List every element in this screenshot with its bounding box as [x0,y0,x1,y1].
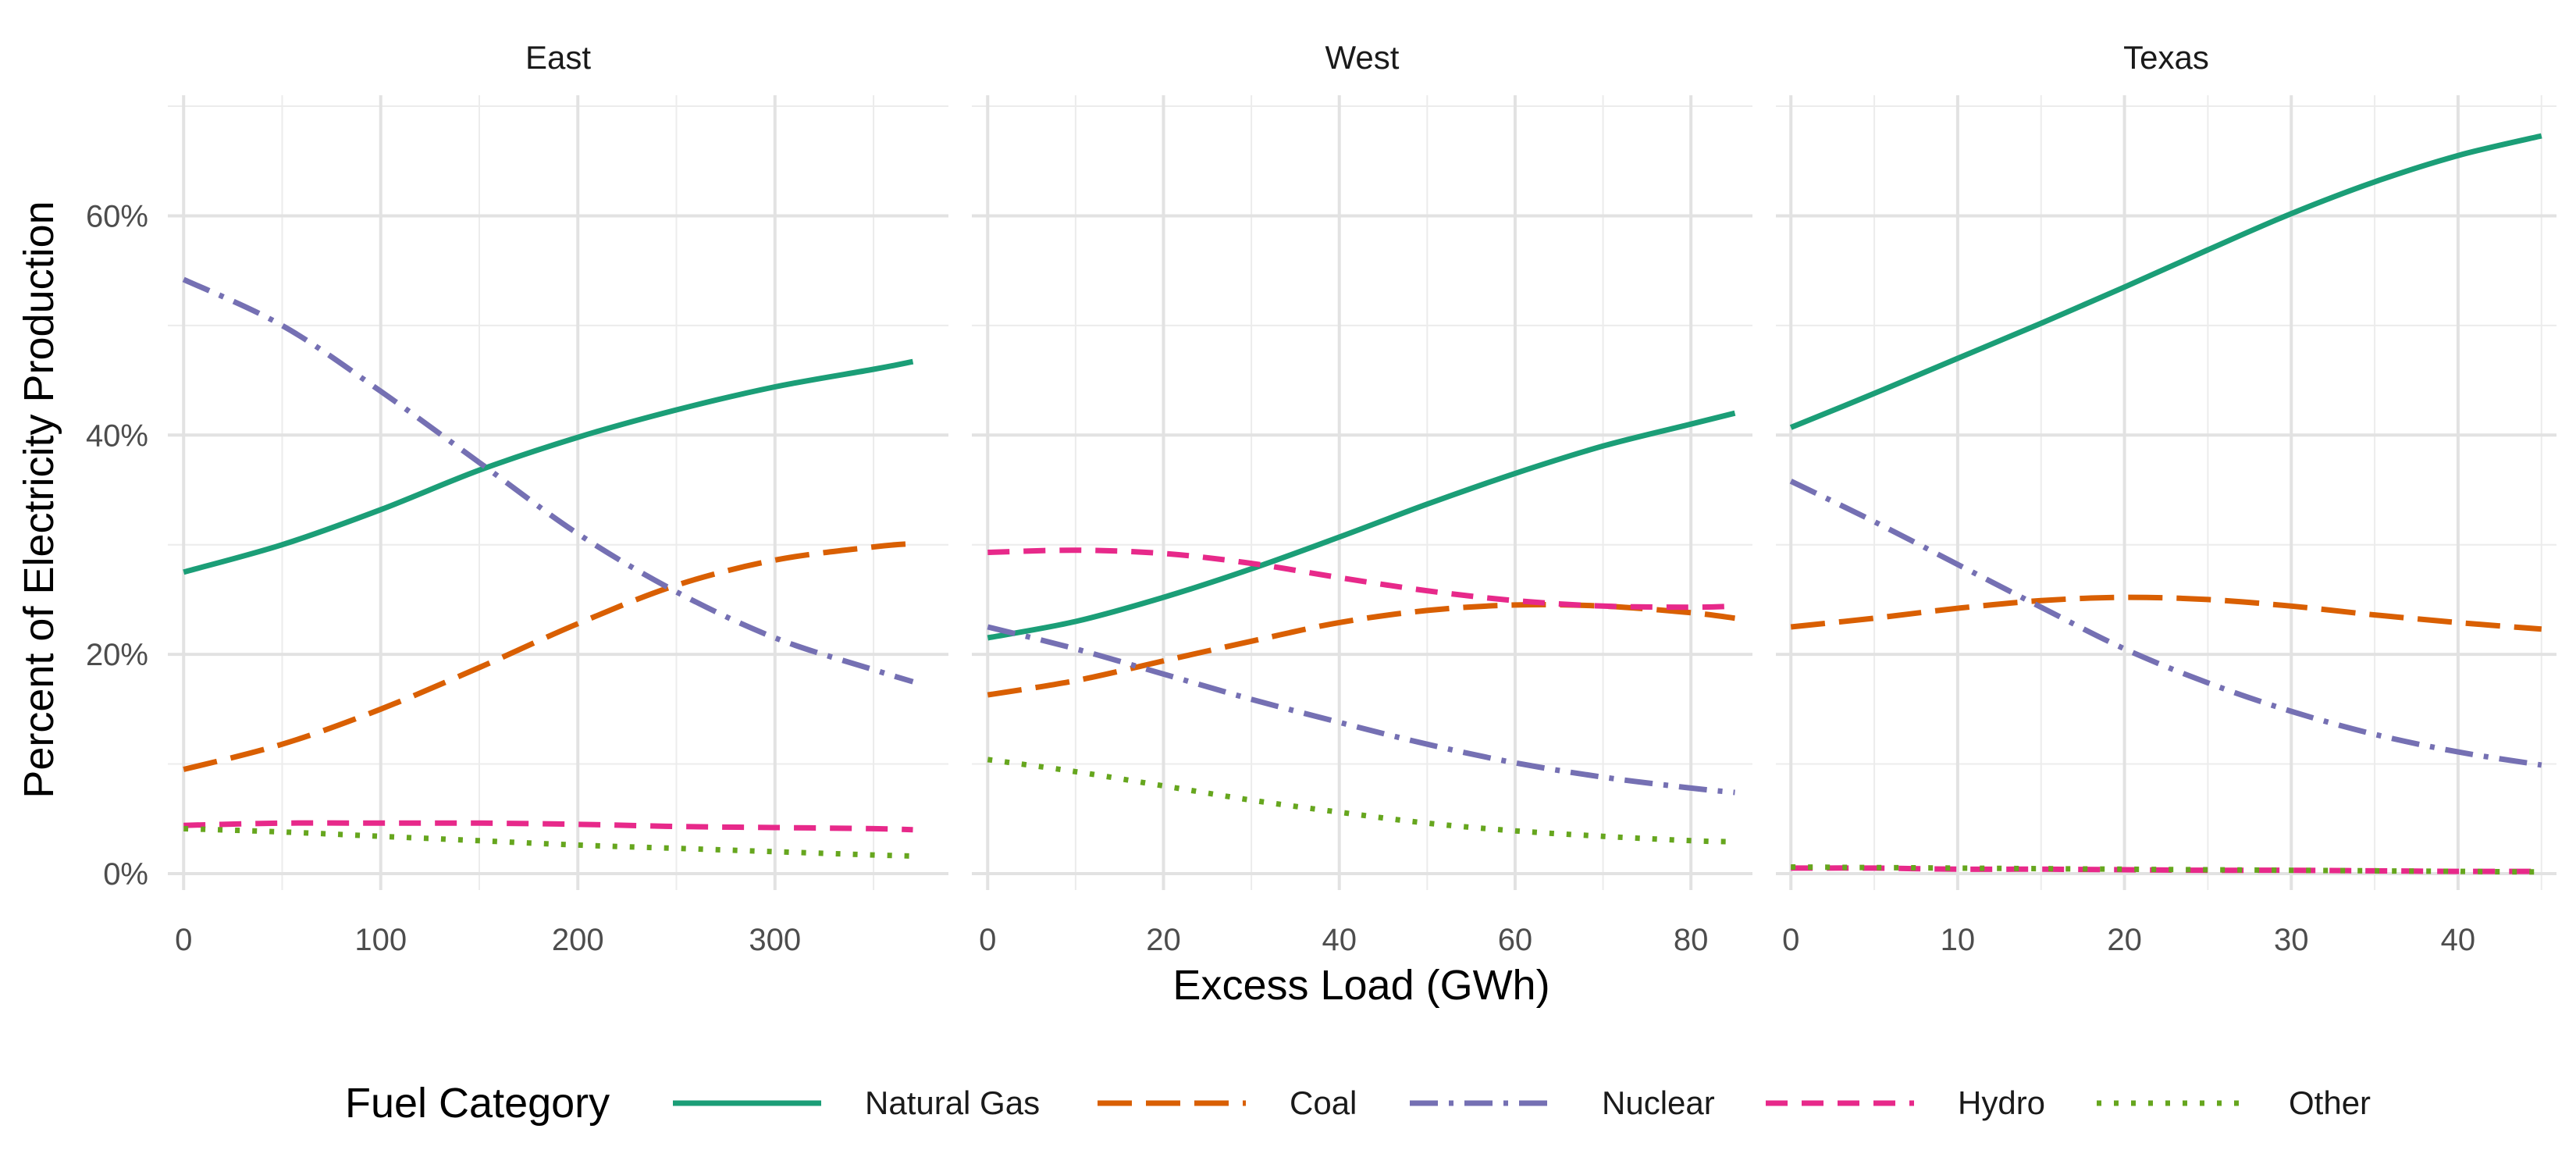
x-tick-label: 0 [979,923,996,957]
x-tick-label: 30 [2274,923,2309,957]
y-tick-label: 60% [86,199,148,233]
axes-layer: Percent of Electricity Production Excess… [16,201,1550,1009]
series-line-hydro [987,547,1735,611]
x-tick-label: 20 [2107,923,2142,957]
series-line-other [183,825,913,859]
legend-item-other: Other [2097,1084,2371,1121]
panel-west: West 0 20 40 60 80 [972,39,1752,957]
legend-item-coal: Coal [1098,1084,1357,1121]
x-tick-label: 10 [1941,923,1976,957]
series-lines [987,410,1736,845]
y-axis-title: Percent of Electricity Production [16,201,62,798]
x-tick-label: 0 [1782,923,1799,957]
x-tick-label: 60 [1498,923,1533,957]
x-tick-label: 200 [552,923,604,957]
y-tick-label: 20% [86,638,148,672]
grid [972,95,1752,890]
series-line-nuclear [987,624,1735,796]
panel-texas: Texas 0 10 20 30 40 [1776,39,2556,957]
x-tick-label: 0 [175,923,192,957]
series-line-nuclear [182,276,914,685]
series-line-coal [183,540,913,772]
series-line-hydro [183,820,913,833]
panel-east: East 0 100 200 300 0% 20% 40% 60% [86,39,948,957]
x-tick-label: 40 [2441,923,2476,957]
legend: Fuel Category Natural Gas Coal Nuclear Hydr… [345,1080,2371,1127]
legend-item-hydro: Hydro [1766,1084,2045,1121]
legend-label: Nuclear [1602,1084,1715,1121]
series-lines [182,276,914,859]
legend-label: Coal [1290,1084,1357,1121]
legend-item-natural-gas: Natural Gas [673,1084,1040,1121]
series-line-other [987,757,1735,845]
legend-label: Hydro [1958,1084,2045,1121]
legend-title: Fuel Category [345,1080,610,1127]
y-tick-label: 0% [103,857,148,892]
grid [1776,95,2556,890]
grid [168,95,948,890]
legend-item-nuclear: Nuclear [1410,1084,1715,1121]
panel-title: Texas [2123,39,2209,76]
x-tick-label: 80 [1674,923,1709,957]
series-line-nuclear [1789,479,2542,768]
x-tick-label: 300 [749,923,801,957]
panel-title: West [1325,39,1400,76]
series-lines [1789,133,2542,875]
y-tick-label: 40% [86,418,148,453]
x-axis-title: Excess Load (GWh) [1172,962,1550,1009]
x-tick-label: 40 [1322,923,1357,957]
legend-label: Natural Gas [865,1084,1040,1121]
series-line-coal [1790,594,2542,632]
series-line-hydro [1791,865,2542,874]
panel-title: East [525,39,591,76]
series-line-natural-gas [1789,133,2542,430]
x-tick-label: 100 [354,923,407,957]
series-line-natural-gas [987,410,1736,641]
series-line-natural-gas [183,358,914,575]
legend-label: Other [2289,1084,2371,1121]
x-tick-label: 20 [1146,923,1181,957]
series-line-coal [987,602,1735,698]
